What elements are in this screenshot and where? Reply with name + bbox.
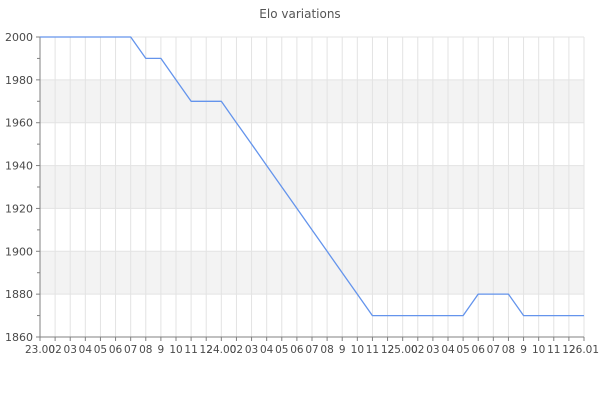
x-tick-label: 9 <box>158 344 165 356</box>
y-axis-labels: 2000 1980 1960 1940 1920 1900 1880 1860 <box>5 31 33 344</box>
y-tick-label: 1960 <box>5 117 33 130</box>
x-tick-label: 05 <box>456 344 469 356</box>
chart-title: Elo variations <box>259 7 340 21</box>
x-tick-label: 07 <box>124 344 137 356</box>
y-tick-label: 1920 <box>5 202 33 215</box>
y-tick-label: 2000 <box>5 31 33 44</box>
x-tick-label: 11 <box>184 344 197 356</box>
x-tick-label: 11 <box>366 344 379 356</box>
x-tick-label: 06 <box>472 344 486 356</box>
x-tick-label: 06 <box>109 344 123 356</box>
x-tick-label: 05 <box>94 344 107 356</box>
x-tick-label: 12 <box>381 344 394 356</box>
x-tick-label: 05 <box>275 344 288 356</box>
y-tick-label: 1900 <box>5 245 33 258</box>
x-tick-label: 12 <box>200 344 213 356</box>
elo-line-series <box>40 36 584 317</box>
tick-marks <box>36 36 585 341</box>
y-tick-label: 1940 <box>5 160 33 173</box>
x-tick-label: 23.00 <box>25 344 55 356</box>
x-tick-label: 12 <box>562 344 575 356</box>
y-tick-label: 1860 <box>5 331 33 344</box>
x-tick-label: 04 <box>441 344 455 356</box>
x-tick-label: 26.01 <box>569 344 599 356</box>
x-tick-label: 06 <box>290 344 304 356</box>
x-tick-label: 08 <box>139 344 152 356</box>
x-tick-label: 11 <box>547 344 560 356</box>
y-tick-label: 1980 <box>5 74 33 87</box>
y-tick-label: 1880 <box>5 288 33 301</box>
x-tick-label: 08 <box>502 344 515 356</box>
vertical-gridlines <box>54 37 585 337</box>
x-tick-label: 9 <box>520 344 527 356</box>
x-tick-label: 07 <box>305 344 318 356</box>
x-tick-label: 08 <box>320 344 333 356</box>
x-tick-label: 04 <box>260 344 274 356</box>
x-tick-label: 03 <box>245 344 258 356</box>
x-tick-label: 25.00 <box>388 344 418 356</box>
x-tick-label: 04 <box>79 344 93 356</box>
x-tick-label: 02 <box>230 344 243 356</box>
x-tick-label: 24.00 <box>206 344 236 356</box>
x-tick-label: 9 <box>339 344 346 356</box>
x-tick-label: 07 <box>487 344 500 356</box>
x-tick-label: 10 <box>169 344 182 356</box>
elo-line <box>40 36 584 317</box>
x-tick-label: 10 <box>351 344 364 356</box>
x-tick-label: 03 <box>64 344 77 356</box>
x-tick-label: 02 <box>411 344 424 356</box>
x-tick-label: 02 <box>48 344 61 356</box>
x-tick-label: 03 <box>426 344 439 356</box>
x-tick-label: 10 <box>532 344 545 356</box>
